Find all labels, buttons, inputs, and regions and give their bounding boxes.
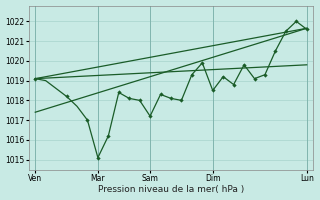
X-axis label: Pression niveau de la mer( hPa ): Pression niveau de la mer( hPa ) <box>98 185 244 194</box>
